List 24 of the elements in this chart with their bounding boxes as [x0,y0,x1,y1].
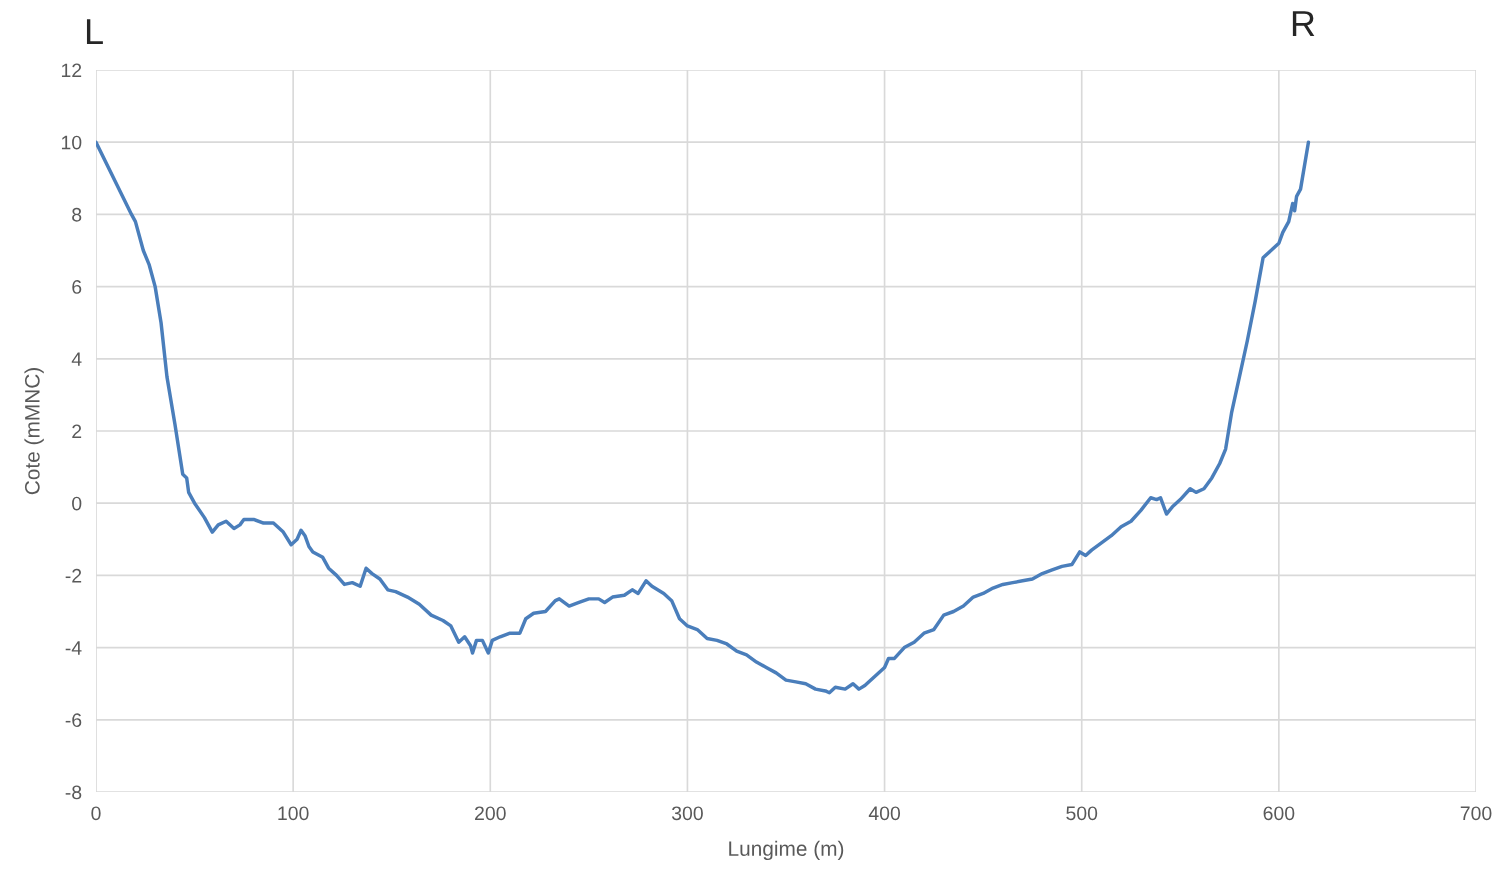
x-tick-label: 500 [1066,806,1098,821]
y-axis-title: Cote (mMNC) [24,368,44,495]
y-tick-label: -6 [65,713,82,728]
y-tick-label: 12 [61,63,82,78]
text: L [86,19,103,44]
x-tick-label: 600 [1263,806,1295,821]
x-tick-label: 100 [278,806,309,821]
x-tick-label: 0 [91,806,101,821]
y-tick-label: 10 [61,135,82,150]
y-tick-label: -8 [65,785,82,800]
y-tick-label: 6 [72,280,82,294]
y-tick-label: 0 [72,496,82,511]
y-tick-label: 8 [72,207,82,222]
x-tick-label: 300 [671,806,703,821]
x-tick-label: 400 [868,806,901,821]
text: R [1292,11,1315,36]
y-tick-label: 2 [72,424,82,439]
y-tick-label: 4 [71,352,82,366]
line-series [96,140,1311,695]
y-tick-label: -4 [65,641,82,655]
y-tick-label: -2 [65,568,82,583]
x-tick-label: 200 [475,806,506,821]
x-axis-title: Lungime (m) [729,840,844,861]
x-tick-label: 700 [1460,806,1492,821]
